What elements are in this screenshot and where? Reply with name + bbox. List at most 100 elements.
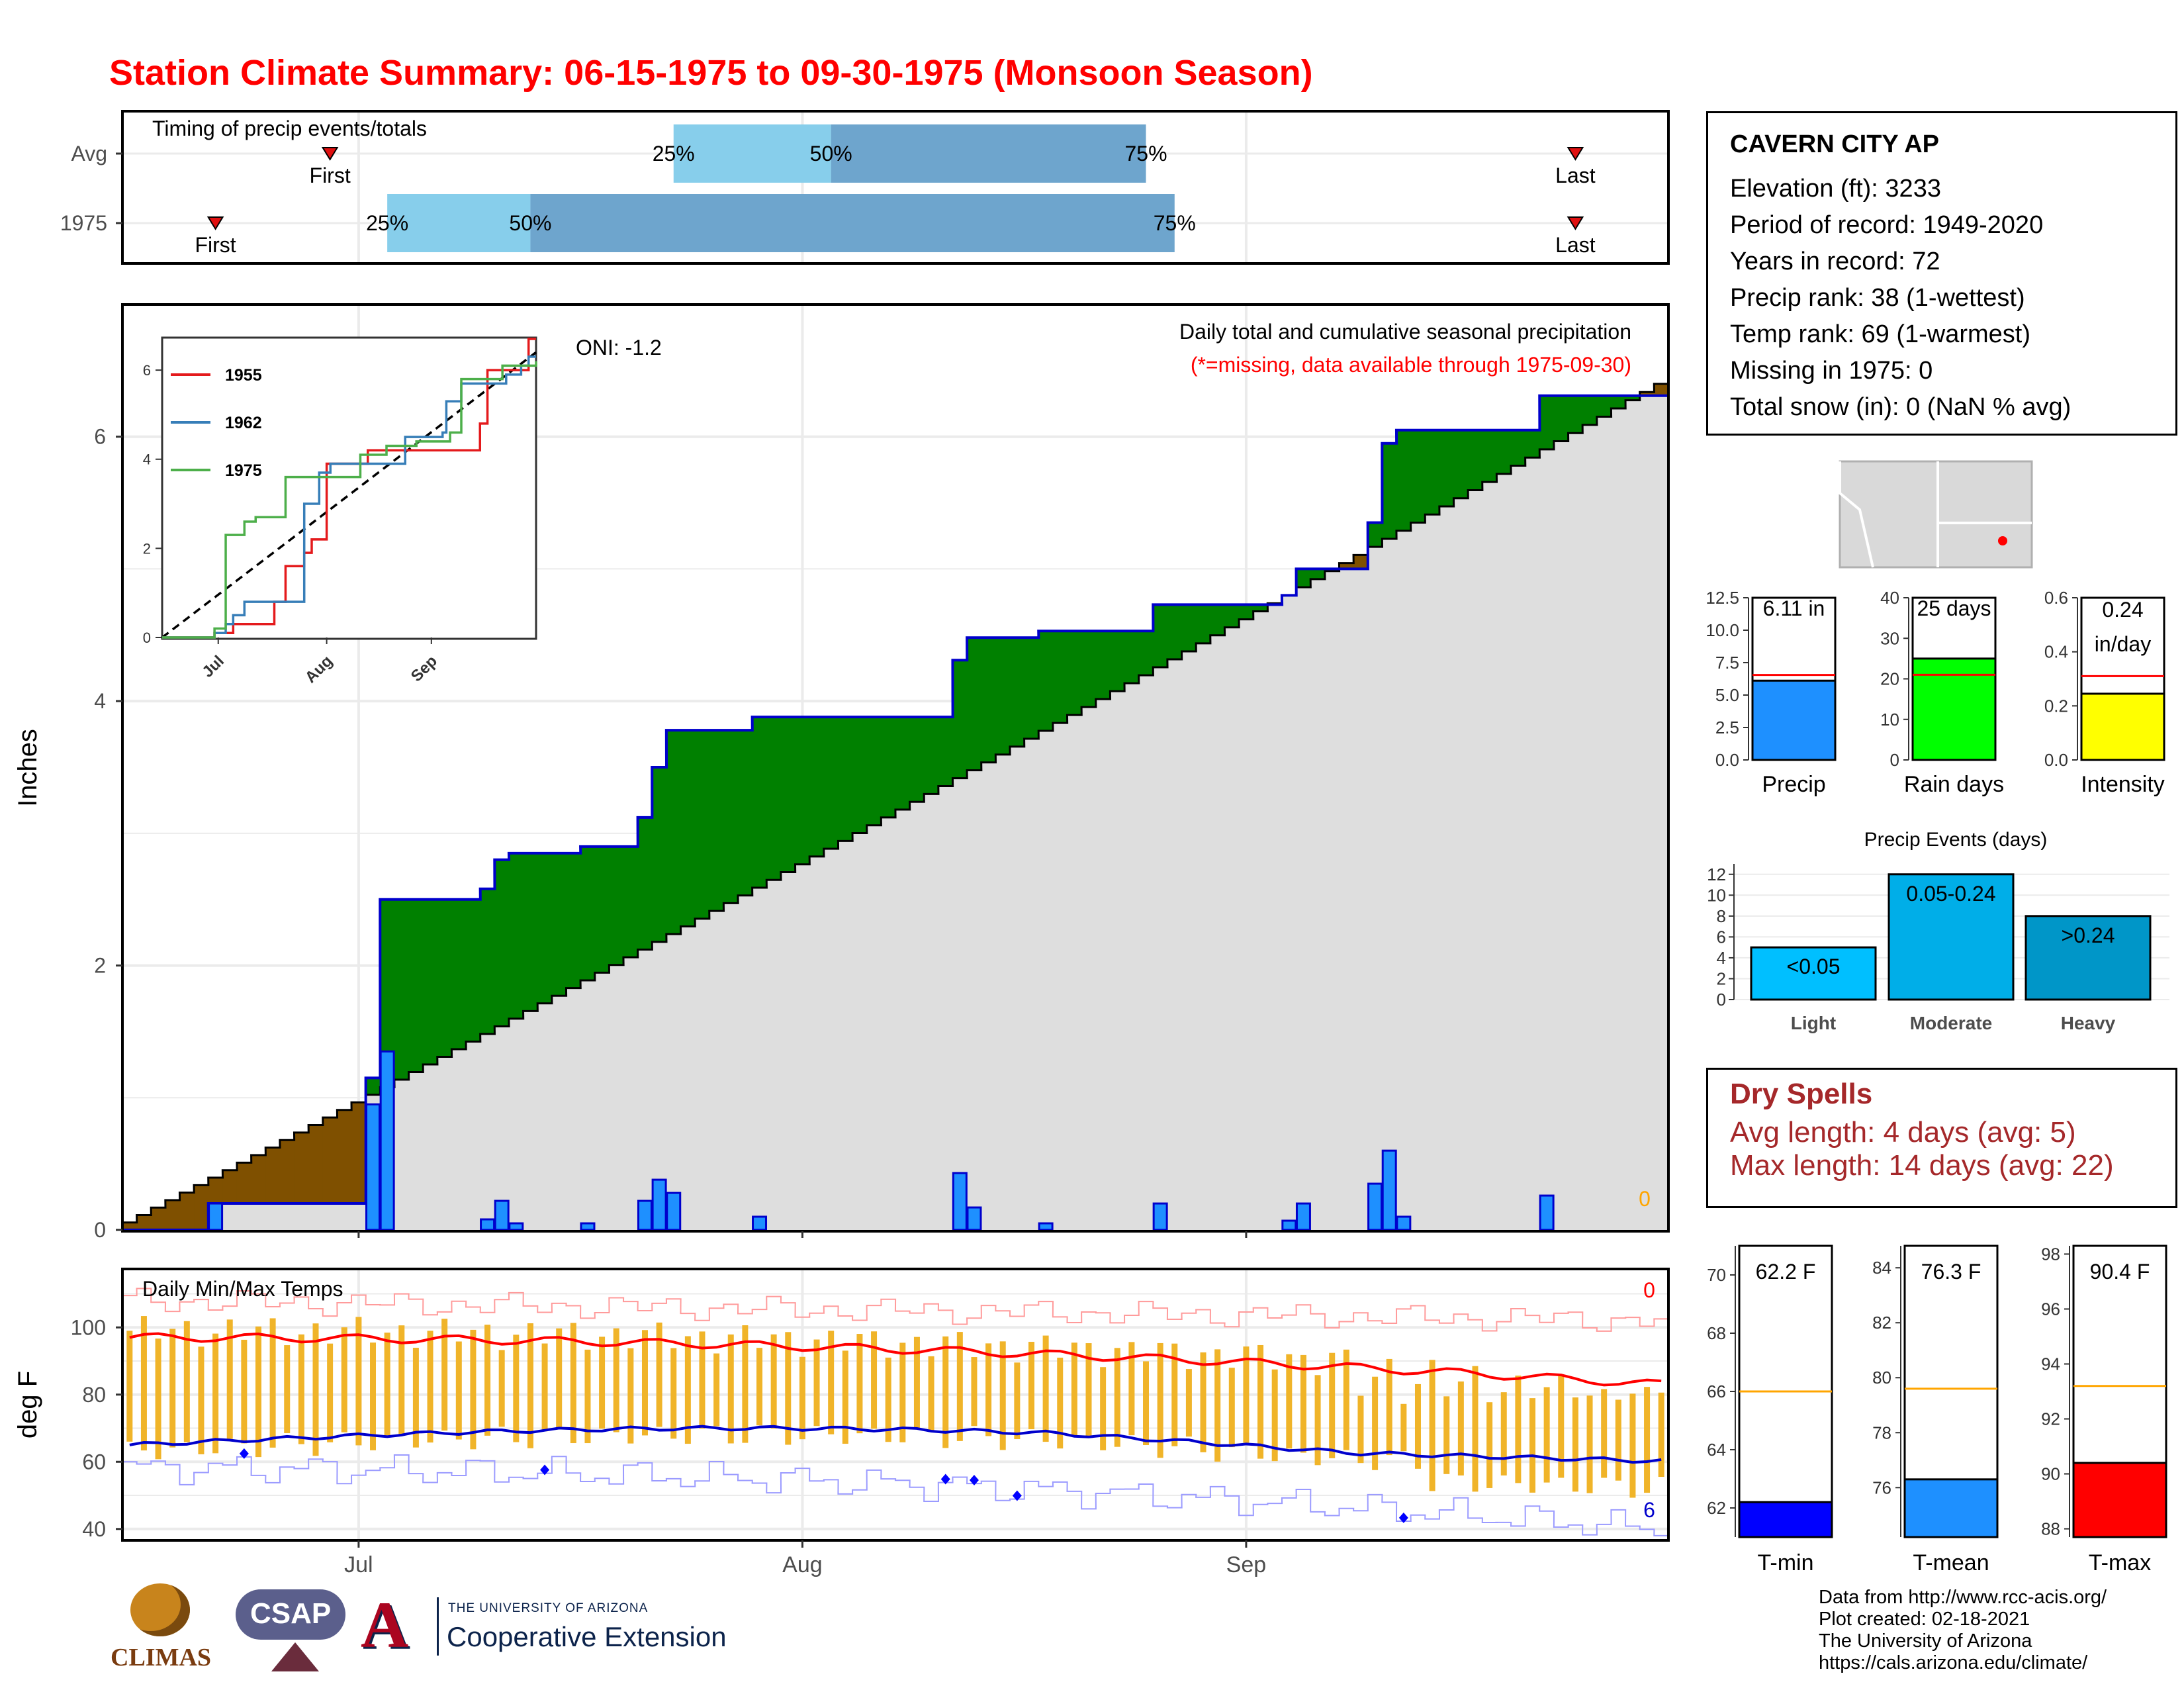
timing-row-label: Avg xyxy=(71,142,107,165)
credit-url: https://cals.arizona.edu/climate/ xyxy=(1819,1652,2088,1673)
credits-block: Data from http://www.rcc-acis.org/ Plot … xyxy=(1819,1587,2107,1674)
ua-logo: A THE UNIVERSITY OF ARIZONA Cooperative … xyxy=(361,1592,745,1665)
daily-temp-bar xyxy=(255,1326,261,1458)
precip-deficit-segment xyxy=(265,1147,281,1204)
events-y-tick-label: 0 xyxy=(1717,990,1726,1009)
timing-iqr-upper-box xyxy=(530,194,1175,252)
timing-p75-label: 75% xyxy=(1154,211,1196,235)
precip-y-tick-label: 4 xyxy=(94,689,106,713)
timing-first-label: First xyxy=(195,233,236,257)
precip-surplus-segment xyxy=(637,817,653,950)
page-title: Station Climate Summary: 06-15-1975 to 0… xyxy=(109,53,1313,93)
inset-y-tick-label: 6 xyxy=(143,362,151,379)
temp-bar-value xyxy=(1903,1478,1999,1538)
minibar-y-tick-label: 7.5 xyxy=(1715,653,1739,673)
daily-temp-bar xyxy=(1314,1375,1321,1466)
timing-first-marker-icon xyxy=(321,147,339,161)
precip-surplus-segment xyxy=(523,853,538,1011)
station-name: CAVERN CITY AP xyxy=(1730,130,1940,158)
timing-p25-label: 25% xyxy=(366,211,408,235)
precip-surplus-segment xyxy=(1296,569,1311,588)
precip-surplus-segment xyxy=(795,717,810,865)
events-bar-label: 0.05-0.24 xyxy=(1906,882,1995,906)
x-axis-tick-label: Jul xyxy=(344,1552,373,1577)
average-tmax-line xyxy=(129,1332,1662,1387)
precip-surplus-segment xyxy=(1110,631,1125,692)
precip-surplus-segment xyxy=(1124,631,1140,684)
station-snow: Total snow (in): 0 (NaN % avg) xyxy=(1730,393,2071,421)
daily-temp-bar xyxy=(1457,1381,1464,1476)
precip-deficit-segment xyxy=(1339,563,1354,569)
station-info-box: CAVERN CITY AP Elevation (ft): 3233 Peri… xyxy=(1706,111,2177,436)
daily-temp-bar xyxy=(999,1341,1006,1450)
daily-temp-bar xyxy=(384,1333,390,1437)
precip-surplus-segment xyxy=(866,717,882,825)
precip-surplus-segment xyxy=(1396,430,1412,531)
precip-surplus-segment xyxy=(1611,395,1626,409)
daily-precip-bar xyxy=(1281,1219,1297,1231)
record-low-marker-icon xyxy=(940,1474,950,1485)
daily-temp-bar xyxy=(641,1330,648,1436)
timing-row-label: 1975 xyxy=(60,211,107,235)
inset-y-tick-label: 2 xyxy=(143,540,151,557)
daily-temp-bar xyxy=(856,1334,863,1434)
timing-first-label: First xyxy=(310,164,351,187)
precip-surplus-segment xyxy=(508,853,524,1019)
daily-precip-bar xyxy=(208,1202,224,1231)
station-missing: Missing in 1975: 0 xyxy=(1730,357,1933,385)
dry-spells-avg: Avg length: 4 days (avg: 5) xyxy=(1730,1116,2076,1149)
daily-temp-bar xyxy=(513,1335,520,1442)
daily-temp-bar xyxy=(1128,1342,1135,1436)
daily-precip-bar xyxy=(752,1215,768,1231)
daily-precip-bar xyxy=(952,1172,968,1231)
daily-precip-bar xyxy=(1295,1202,1311,1231)
daily-precip-bar xyxy=(1381,1149,1397,1231)
record-low-marker-icon xyxy=(540,1464,550,1476)
precip-surplus-segment xyxy=(1482,430,1498,483)
record-min-line xyxy=(122,1454,1669,1536)
daily-temp-bar xyxy=(570,1323,576,1444)
precip-surplus-segment xyxy=(1052,631,1068,724)
precip-surplus-segment xyxy=(1468,430,1483,491)
daily-temp-bar xyxy=(1329,1352,1336,1458)
events-y-tick-label: 2 xyxy=(1717,968,1726,988)
precip-deficit-segment xyxy=(151,1207,166,1230)
record-low-marker-icon xyxy=(1398,1512,1408,1523)
minibar-value-bar xyxy=(1911,657,1997,761)
timing-panel: Timing of precip events/totals Avg 25% 50%… xyxy=(60,110,1670,265)
precip-surplus-segment xyxy=(666,730,682,935)
daily-temp-bar xyxy=(1372,1376,1379,1470)
temp-bar-chart-t-mean: 76 78 80 82 84 76.3 F T-mean xyxy=(1872,1244,1999,1575)
minibar-value-label: 25 days xyxy=(1917,596,1991,620)
station-elevation: Elevation (ft): 3233 xyxy=(1730,175,1941,203)
precip-surplus-segment xyxy=(952,660,968,778)
daily-temp-bar xyxy=(670,1348,677,1439)
daily-temp-bar xyxy=(1243,1346,1250,1443)
x-axis-tick-label: Aug xyxy=(782,1552,823,1577)
minibar-y-tick-label: 0.0 xyxy=(1715,750,1739,770)
minibar-chart-intensity: 0.0 0.2 0.4 0.6 0.24 in/day Intensity xyxy=(2044,588,2165,797)
temp-y-tick-label: 60 xyxy=(82,1450,106,1474)
precip-surplus-segment xyxy=(466,899,481,1042)
minibar-name: Rain days xyxy=(1904,772,2004,797)
daily-temp-bar xyxy=(1286,1354,1293,1449)
temp-bar-y-tick-label: 82 xyxy=(1872,1313,1891,1333)
daily-temp-bar xyxy=(1400,1403,1407,1452)
minibar-y-tick-label: 12.5 xyxy=(1706,588,1739,608)
daily-temp-bar xyxy=(441,1319,448,1431)
daily-precip-bar xyxy=(365,1103,381,1231)
temp-bar-y-tick-label: 92 xyxy=(2041,1409,2060,1429)
precip-surplus-segment xyxy=(752,717,767,888)
precip-surplus-segment xyxy=(537,853,553,1004)
daily-temp-bar xyxy=(1157,1342,1163,1458)
daily-precip-bar xyxy=(1152,1202,1168,1231)
daily-temp-bar xyxy=(370,1342,377,1450)
daily-precip-bar xyxy=(1396,1215,1412,1231)
minibar-y-tick-label: 0.2 xyxy=(2044,696,2068,716)
daily-precip-bar xyxy=(666,1192,682,1231)
minibar-y-tick-label: 0.0 xyxy=(2044,750,2068,770)
precip-surplus-segment xyxy=(1553,395,1569,442)
daily-temp-bar xyxy=(470,1329,477,1450)
inset-series-line-1962 xyxy=(162,355,536,639)
